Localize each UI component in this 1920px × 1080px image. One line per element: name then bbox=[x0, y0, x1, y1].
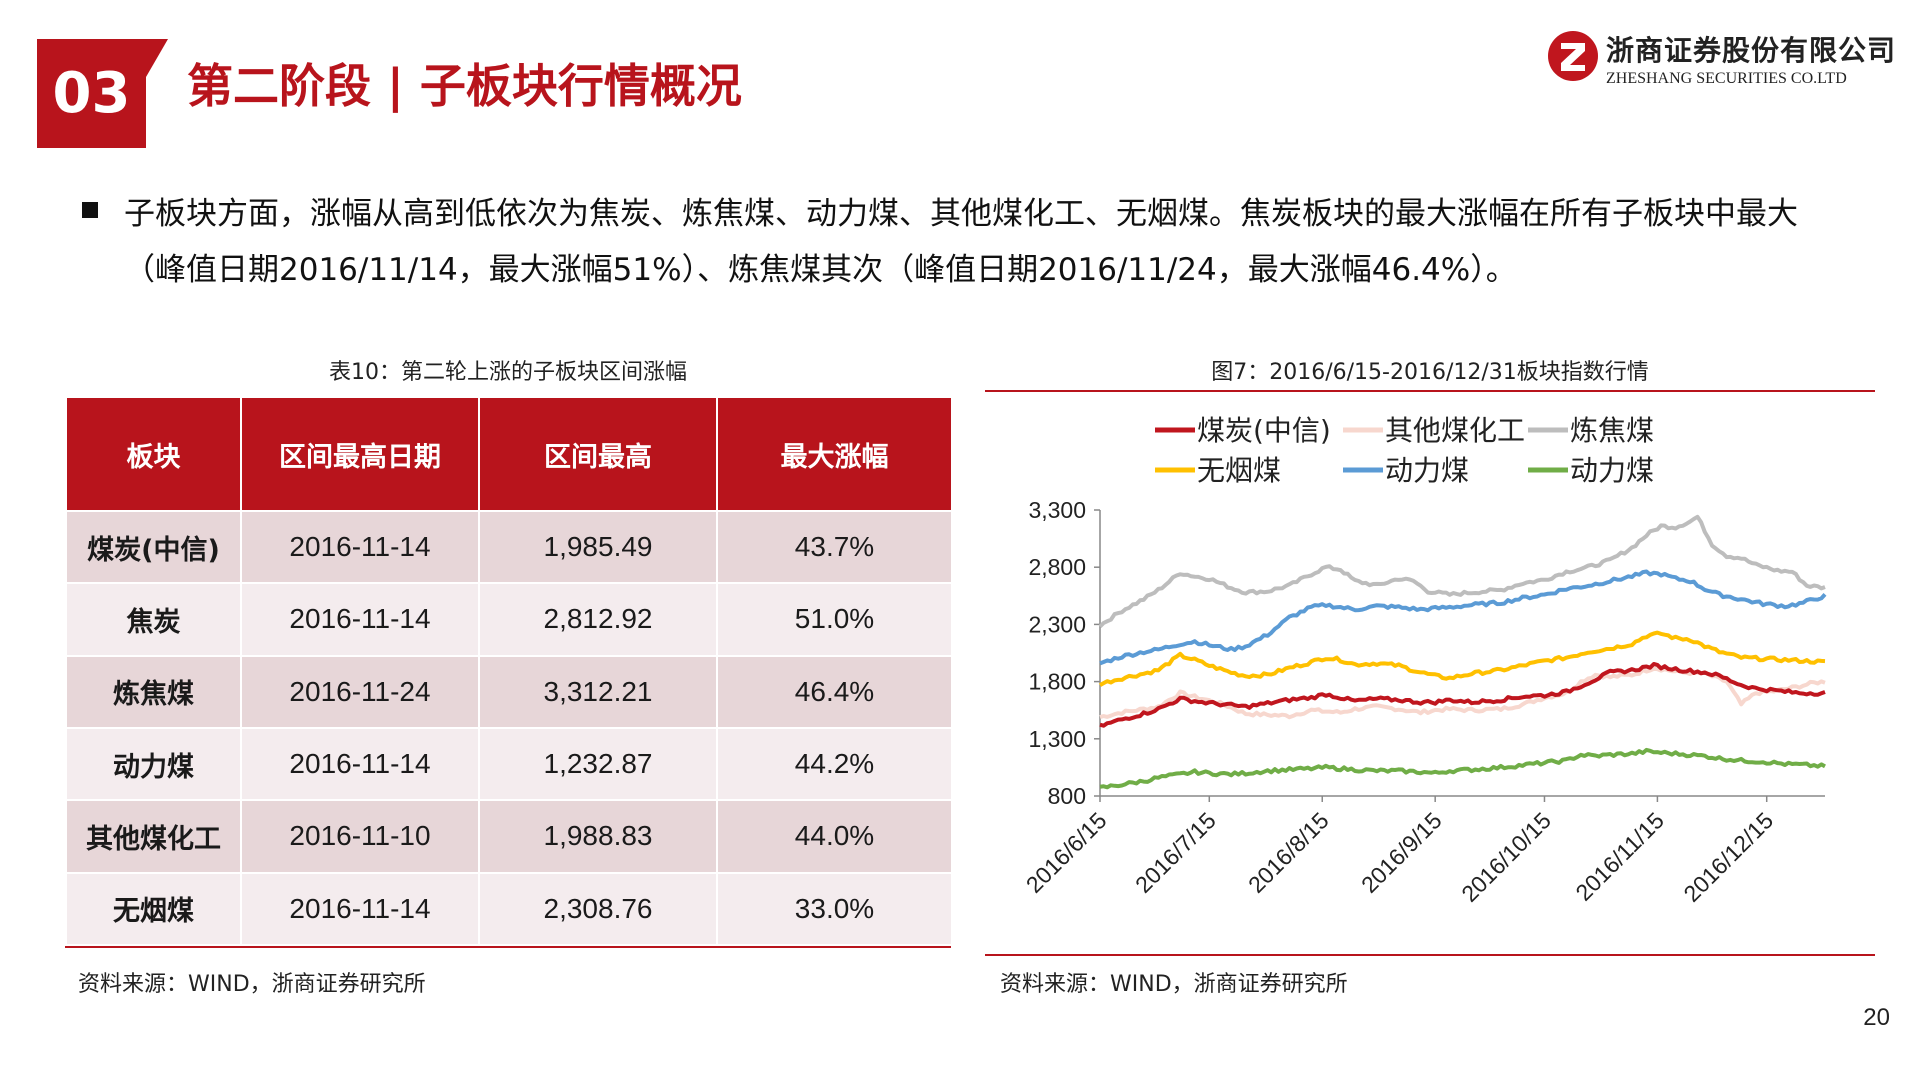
x-tick-label: 2016/6/15 bbox=[1021, 807, 1112, 898]
table-row: 动力煤 2016-11-14 1,232.87 44.2% bbox=[65, 726, 953, 802]
peak-value-cell: 3,312.21 bbox=[478, 654, 718, 729]
column-header: 区间最高日期 bbox=[240, 396, 480, 512]
max-gain-cell: 44.2% bbox=[716, 726, 953, 802]
company-name-cn: 浙商证券股份有限公司 bbox=[1606, 34, 1897, 67]
column-header: 最大涨幅 bbox=[716, 396, 953, 512]
y-tick-label: 3,300 bbox=[1028, 497, 1086, 523]
peak-value-cell: 2,308.76 bbox=[478, 871, 718, 947]
page-title: 第二阶段 | 子板块行情概况 bbox=[187, 59, 742, 113]
table-row: 焦炭 2016-11-14 2,812.92 51.0% bbox=[65, 582, 953, 657]
sector-name-cell: 炼焦煤 bbox=[65, 654, 242, 729]
legend-label: 炼焦煤 bbox=[1570, 414, 1654, 447]
series-line bbox=[1099, 569, 1827, 666]
x-tick-label: 2016/12/15 bbox=[1678, 807, 1778, 907]
legend-label: 其他煤化工 bbox=[1385, 414, 1525, 447]
y-tick-label: 2,300 bbox=[1028, 611, 1086, 637]
series-line bbox=[1098, 630, 1826, 687]
legend-label: 无烟煤 bbox=[1197, 454, 1281, 487]
series-line bbox=[1099, 662, 1826, 728]
sector-name-cell: 动力煤 bbox=[65, 726, 242, 802]
chart-caption: 图7：2016/6/15-2016/12/31板块指数行情 bbox=[1211, 360, 1649, 385]
peak-value-cell: 1,988.83 bbox=[478, 799, 718, 874]
table-row: 其他煤化工 2016-11-10 1,988.83 44.0% bbox=[65, 799, 953, 874]
peak-date-cell: 2016-11-24 bbox=[240, 654, 480, 729]
bullet-paragraph: 子板块方面，涨幅从高到低依次为焦炭、炼焦煤、动力煤、其他煤化工、无烟煤。焦炭板块… bbox=[124, 196, 1798, 288]
legend-label: 动力煤 bbox=[1385, 454, 1469, 487]
max-gain-cell: 44.0% bbox=[716, 799, 953, 874]
y-tick-label: 800 bbox=[1048, 783, 1086, 809]
chart-top-rule bbox=[985, 390, 1875, 392]
chart-bottom-rule bbox=[985, 954, 1875, 956]
x-tick-label: 2016/8/15 bbox=[1243, 807, 1334, 898]
series-line bbox=[1098, 514, 1826, 629]
x-tick-label: 2016/10/15 bbox=[1456, 807, 1556, 907]
logo-mark-icon bbox=[1548, 31, 1598, 81]
peak-date-cell: 2016-11-14 bbox=[240, 509, 480, 585]
chart-source-note: 资料来源：WIND，浙商证券研究所 bbox=[1000, 972, 1348, 997]
x-tick-label: 2016/9/15 bbox=[1356, 807, 1447, 898]
max-gain-cell: 43.7% bbox=[716, 509, 953, 585]
peak-value-cell: 1,985.49 bbox=[478, 509, 718, 585]
peak-value-cell: 1,232.87 bbox=[478, 726, 718, 802]
sector-name-cell: 焦炭 bbox=[65, 582, 242, 657]
sector-name-cell: 无烟煤 bbox=[65, 871, 242, 947]
y-tick-label: 2,800 bbox=[1028, 554, 1086, 580]
x-tick-label: 2016/11/15 bbox=[1570, 807, 1669, 906]
table-caption: 表10：第二轮上涨的子板块区间涨幅 bbox=[329, 360, 687, 385]
y-tick-label: 1,800 bbox=[1028, 669, 1086, 695]
legend-label: 煤炭(中信) bbox=[1197, 414, 1331, 447]
max-gain-cell: 51.0% bbox=[716, 582, 953, 657]
sector-name-cell: 煤炭(中信) bbox=[65, 509, 242, 585]
legend-label: 动力煤 bbox=[1570, 454, 1654, 487]
table-header-row: 板块 区间最高日期 区间最高 最大涨幅 bbox=[65, 396, 953, 512]
column-header: 板块 bbox=[65, 396, 242, 512]
peak-date-cell: 2016-11-14 bbox=[240, 582, 480, 657]
section-number-badge: 03 bbox=[37, 39, 168, 148]
sector-range-table: 板块 区间最高日期 区间最高 最大涨幅 煤炭(中信) 2016-11-14 1,… bbox=[65, 396, 953, 947]
company-logo: 浙商证券股份有限公司 ZHESHANG SECURITIES CO.LTD bbox=[1546, 27, 1895, 93]
column-header: 区间最高 bbox=[478, 396, 718, 512]
y-tick-label: 1,300 bbox=[1028, 726, 1086, 752]
table-row: 煤炭(中信) 2016-11-14 1,985.49 43.7% bbox=[65, 509, 953, 585]
peak-date-cell: 2016-11-14 bbox=[240, 726, 480, 802]
max-gain-cell: 46.4% bbox=[716, 654, 953, 729]
sector-name-cell: 其他煤化工 bbox=[65, 799, 242, 874]
table-row: 炼焦煤 2016-11-24 3,312.21 46.4% bbox=[65, 654, 953, 729]
peak-date-cell: 2016-11-14 bbox=[240, 871, 480, 947]
table-source-note: 资料来源：WIND，浙商证券研究所 bbox=[78, 972, 426, 997]
max-gain-cell: 33.0% bbox=[716, 871, 953, 947]
company-name-en: ZHESHANG SECURITIES CO.LTD bbox=[1606, 70, 1847, 87]
bullet-marker bbox=[82, 202, 98, 218]
page-number: 20 bbox=[1863, 1004, 1890, 1031]
peak-date-cell: 2016-11-10 bbox=[240, 799, 480, 874]
series-line bbox=[1099, 747, 1826, 790]
x-tick-label: 2016/7/15 bbox=[1130, 807, 1221, 898]
table-row: 无烟煤 2016-11-14 2,308.76 33.0% bbox=[65, 871, 953, 947]
peak-value-cell: 2,812.92 bbox=[478, 582, 718, 657]
table-bottom-rule bbox=[65, 946, 951, 948]
